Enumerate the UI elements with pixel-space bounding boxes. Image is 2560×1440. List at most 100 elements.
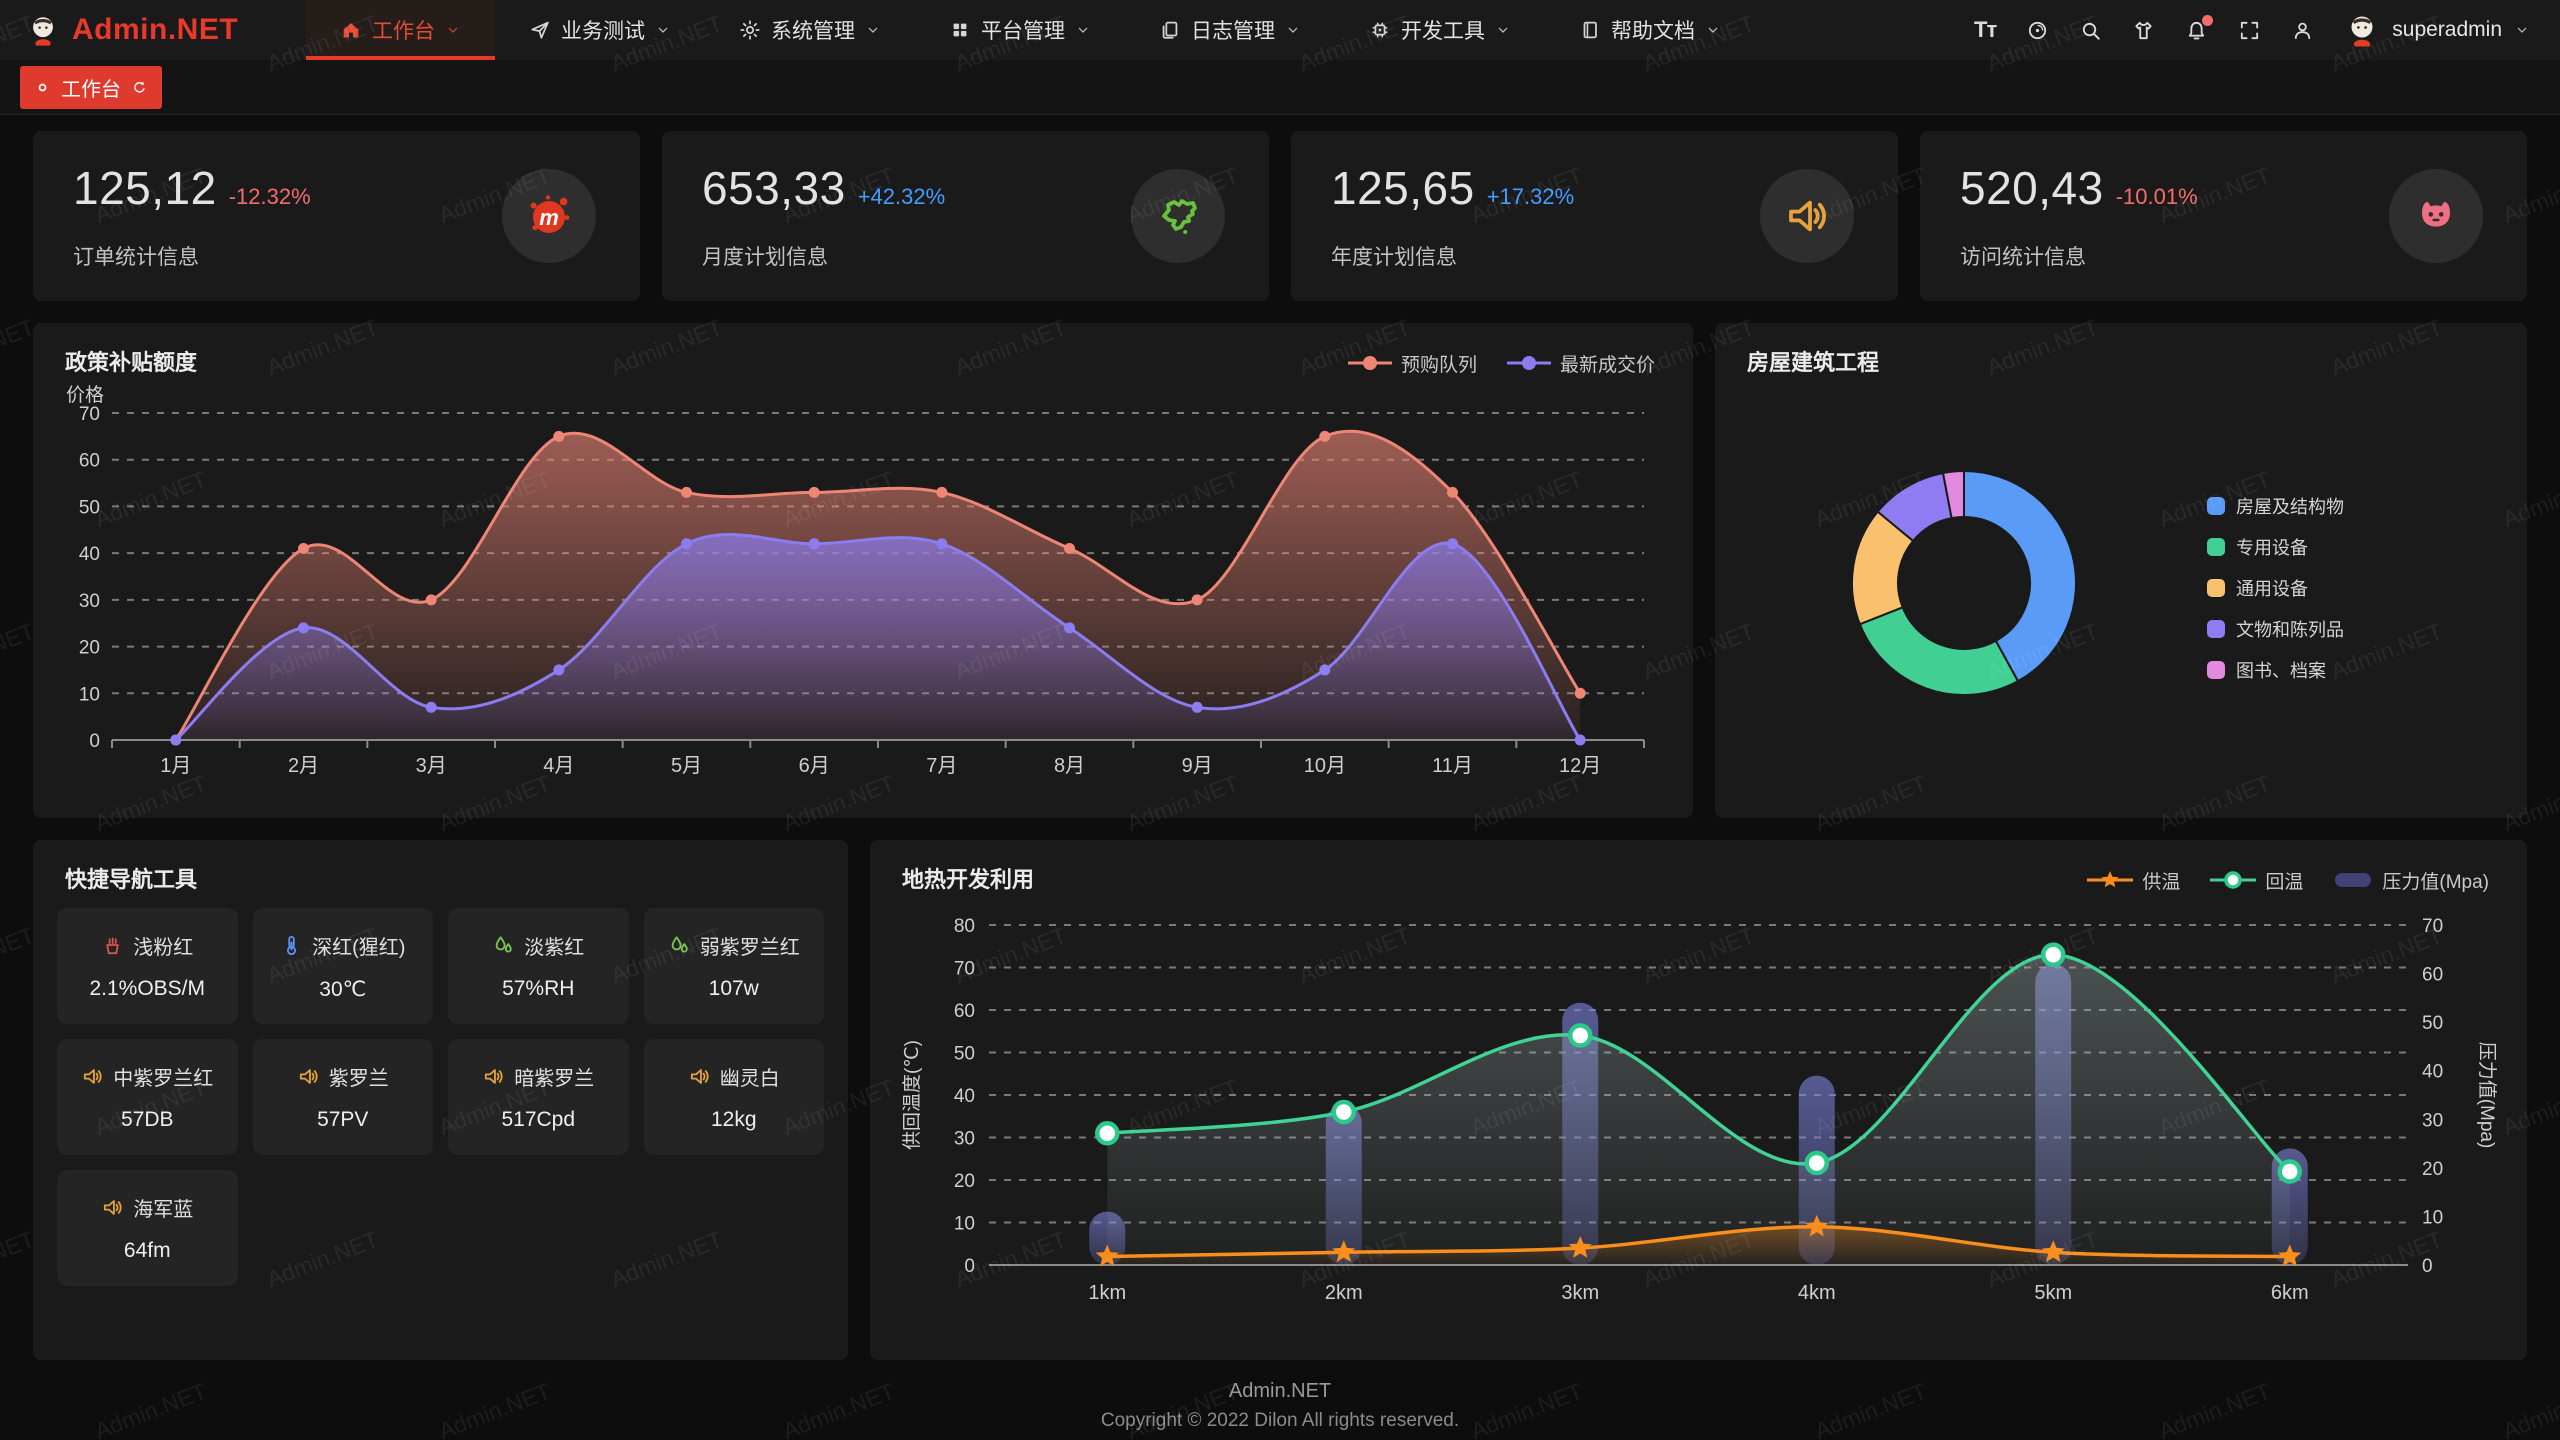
stat-delta: -12.32%	[228, 184, 311, 209]
tile-label: 深红(猩红)	[312, 936, 406, 959]
speaker-icon	[297, 1065, 320, 1088]
legend-item[interactable]: 供温	[2087, 867, 2180, 894]
font-size-icon[interactable]: Tт	[1974, 17, 1997, 42]
line-chart-legend: 预购队列 最新成交价	[1347, 350, 1655, 377]
legend-item[interactable]: 压力值(Mpa)	[2333, 867, 2489, 894]
stat-label: 年度计划信息	[1331, 246, 1457, 269]
svg-text:1km: 1km	[1088, 1282, 1126, 1304]
user-menu[interactable]: superadmin	[2344, 12, 2530, 48]
nav-arrow-icon	[529, 19, 551, 41]
svg-text:5月: 5月	[671, 755, 702, 777]
svg-text:供回温度(℃): 供回温度(℃)	[901, 1040, 923, 1150]
quick-nav-tile[interactable]: 深红(猩红) 30℃	[252, 908, 433, 1024]
quick-nav-tile[interactable]: 浅粉红 2.1%OBS/M	[57, 908, 238, 1024]
book-icon	[1579, 19, 1601, 41]
tile-value: 2.1%OBS/M	[89, 977, 206, 1000]
legend-item[interactable]: 房屋及结构物	[2207, 493, 2344, 519]
app-logo[interactable]: Admin.NET	[0, 0, 306, 60]
legend-item[interactable]: 文物和陈列品	[2207, 616, 2344, 642]
svg-text:11月: 11月	[1432, 755, 1473, 777]
stat-card: 125,65 +17.32% 年度计划信息	[1291, 131, 1898, 301]
svg-text:40: 40	[79, 544, 100, 565]
quick-nav-tiles: 浅粉红 2.1%OBS/M 深红(猩红) 30℃ 淡紫红 57%RH 弱紫罗兰红…	[57, 908, 824, 1286]
gear-icon	[739, 19, 761, 41]
panel-title: 政策补贴额度	[65, 350, 198, 375]
svg-text:0: 0	[2422, 1256, 2433, 1277]
cat-icon	[2389, 169, 2483, 263]
svg-text:60: 60	[79, 451, 100, 472]
tile-value: 57DB	[120, 1108, 174, 1131]
chip-icon	[1369, 19, 1391, 41]
notification-icon[interactable]	[2185, 14, 2214, 42]
quick-nav-tile[interactable]: 海军蓝 64fm	[57, 1170, 238, 1286]
language-icon[interactable]	[2026, 19, 2049, 42]
geo-chart-legend: 供温 回温 压力值(Mpa)	[2087, 867, 2489, 894]
search-icon[interactable]	[2079, 19, 2102, 42]
legend-item[interactable]: 通用设备	[2207, 575, 2344, 601]
footer-copyright: Copyright © 2022 Dilon All rights reserv…	[1100, 1410, 1460, 1431]
legend-item[interactable]: 回温	[2210, 867, 2303, 894]
geothermal-panel: 地热开发利用 供温 回温 压力值(Mpa) 0 10 20 30 40 50 60 70 80 0 10…	[870, 840, 2527, 1360]
chevron-down-icon	[1705, 22, 1721, 38]
svg-text:6月: 6月	[799, 755, 830, 777]
svg-text:12月: 12月	[1559, 755, 1601, 777]
svg-text:10: 10	[954, 1214, 975, 1235]
svg-text:20: 20	[954, 1171, 975, 1192]
home-icon	[340, 19, 362, 41]
tile-value: 107w	[708, 977, 759, 1000]
china-map-icon	[1131, 169, 1225, 263]
header-toolbar: Tт superadmin	[1974, 0, 2560, 60]
nav-item-doc[interactable]: 日志管理	[1125, 0, 1335, 60]
tile-value: 64fm	[123, 1239, 171, 1262]
speaker-icon	[688, 1065, 711, 1088]
quick-nav-tile[interactable]: 幽灵白 12kg	[643, 1039, 824, 1155]
legend-item[interactable]: 专用设备	[2207, 534, 2344, 560]
quick-nav-tile[interactable]: 紫罗兰 57PV	[252, 1039, 433, 1155]
building-donut-chart	[1851, 469, 2077, 696]
svg-text:50: 50	[79, 497, 100, 518]
chevron-down-icon	[445, 22, 461, 38]
quick-nav-tile[interactable]: 中紫罗兰红 57DB	[57, 1039, 238, 1155]
refresh-icon[interactable]	[131, 79, 148, 96]
svg-text:20: 20	[79, 638, 100, 659]
stat-label: 访问统计信息	[1960, 246, 2086, 269]
quick-nav-tile[interactable]: 淡紫红 57%RH	[448, 908, 629, 1024]
footer-app-name: Admin.NET	[1228, 1380, 1332, 1402]
quick-nav-tile[interactable]: 弱紫罗兰红 107w	[643, 908, 824, 1024]
svg-text:4月: 4月	[543, 755, 574, 777]
nav-item-nav-arrow[interactable]: 业务测试	[495, 0, 705, 60]
legend-item[interactable]: 预购队列	[1347, 350, 1477, 377]
active-tab-tag[interactable]: 工作台	[20, 65, 162, 109]
nav-label: 系统管理	[771, 20, 855, 43]
tile-value: 517Cpd	[501, 1108, 576, 1131]
svg-text:10: 10	[79, 684, 100, 705]
chevron-down-icon	[1495, 22, 1511, 38]
svg-text:1月: 1月	[160, 755, 191, 777]
legend-item[interactable]: 最新成交价	[1506, 350, 1655, 377]
svg-text:50: 50	[2422, 1013, 2443, 1034]
nav-label: 日志管理	[1191, 20, 1275, 43]
svg-text:10月: 10月	[1304, 755, 1346, 777]
nav-item-home[interactable]: 工作台	[306, 0, 495, 60]
main-nav: 工作台 业务测试 系统管理 平台管理 日志管理 开发工具 帮助文档	[306, 0, 1755, 60]
svg-text:70: 70	[79, 404, 100, 425]
chimney-icon	[101, 934, 124, 957]
svg-text:9月: 9月	[1182, 755, 1213, 777]
quick-nav-tile[interactable]: 暗紫罗兰 517Cpd	[448, 1039, 629, 1155]
nav-item-gear[interactable]: 系统管理	[705, 0, 915, 60]
nav-item-chip[interactable]: 开发工具	[1335, 0, 1545, 60]
legend-item[interactable]: 图书、档案	[2207, 657, 2344, 683]
svg-text:60: 60	[954, 1001, 975, 1022]
nav-item-book[interactable]: 帮助文档	[1545, 0, 1755, 60]
grid-icon	[949, 19, 971, 41]
stat-card: 125,12 -12.32% 订单统计信息 m	[33, 131, 640, 301]
tile-label: 海军蓝	[133, 1199, 194, 1221]
svg-text:5km: 5km	[2034, 1282, 2072, 1304]
fullscreen-icon[interactable]	[2238, 19, 2261, 42]
tile-value: 30℃	[319, 977, 367, 1001]
user-center-icon[interactable]	[2291, 19, 2314, 42]
nav-item-grid[interactable]: 平台管理	[915, 0, 1125, 60]
svg-text:4km: 4km	[1798, 1282, 1836, 1304]
tile-label: 浅粉红	[133, 937, 194, 959]
theme-icon[interactable]	[2132, 19, 2155, 42]
